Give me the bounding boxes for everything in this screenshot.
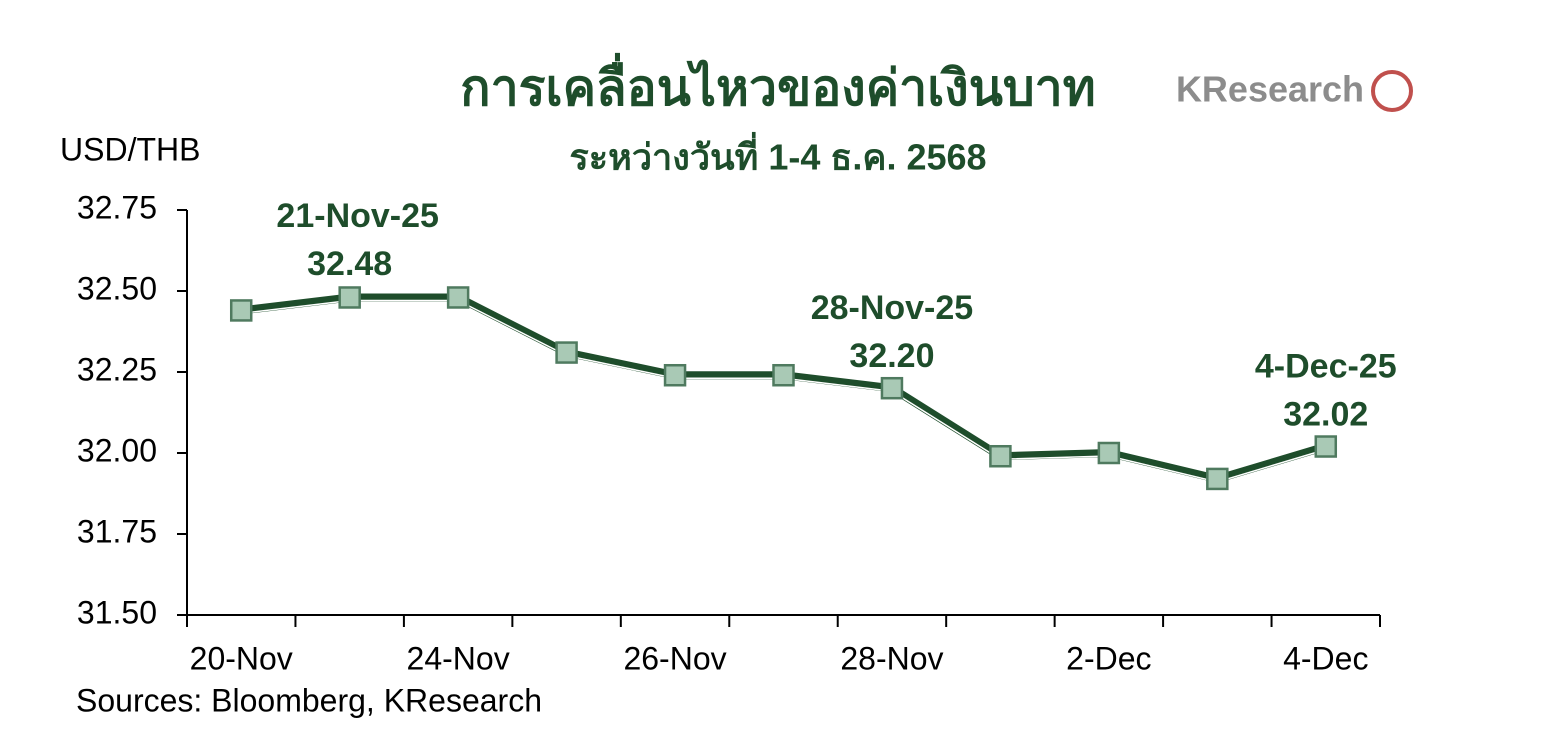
marker [1314,435,1338,458]
y-tick-label: 32.50 [77,270,157,306]
annotation: 4-Dec-25 [1255,348,1397,386]
marker [663,363,687,387]
y-tick-label: 31.50 [77,594,157,630]
line-highlight [241,299,1326,483]
marker [880,376,904,400]
chart-title: การเคลื่อนไหวของค่าเงินบาท [460,53,1095,116]
value-label: 32.48 [307,245,392,283]
logo: KResearch [1176,69,1364,110]
y-tick-label: 31.75 [77,513,157,549]
x-tick-label: 4-Dec [1283,640,1368,676]
line [240,293,1327,483]
marker [1097,441,1121,465]
y-axis-label: USD/THB [60,131,200,167]
annotation: 28-Nov-25 [811,289,974,327]
chart-subtitle: ระหว่างวันที่ 1-4 ธ.ค. 2568 [569,132,986,178]
marker [989,444,1012,468]
logo-icon [1371,70,1413,112]
y-tick-label: 32.25 [77,351,157,387]
value-label: 32.20 [849,337,934,375]
annotation: 21-Nov-25 [276,197,439,235]
marker [229,299,253,322]
marker [772,363,795,387]
x-tick-label: 24-Nov [407,640,510,676]
marker [446,286,470,309]
x-tick-label: 20-Nov [190,640,293,676]
x-tick-label: 2-Dec [1066,640,1151,676]
x-tick-label: 28-Nov [840,640,943,676]
y-tick-label: 32.00 [77,432,157,468]
value-label: 32.02 [1283,396,1368,434]
y-tick-label: 32.75 [77,189,157,225]
marker [555,341,578,364]
x-tick-label: 26-Nov [623,640,726,676]
source: Sources: Bloomberg, KResearch [76,682,542,718]
marker [338,286,361,309]
marker [1206,467,1229,491]
